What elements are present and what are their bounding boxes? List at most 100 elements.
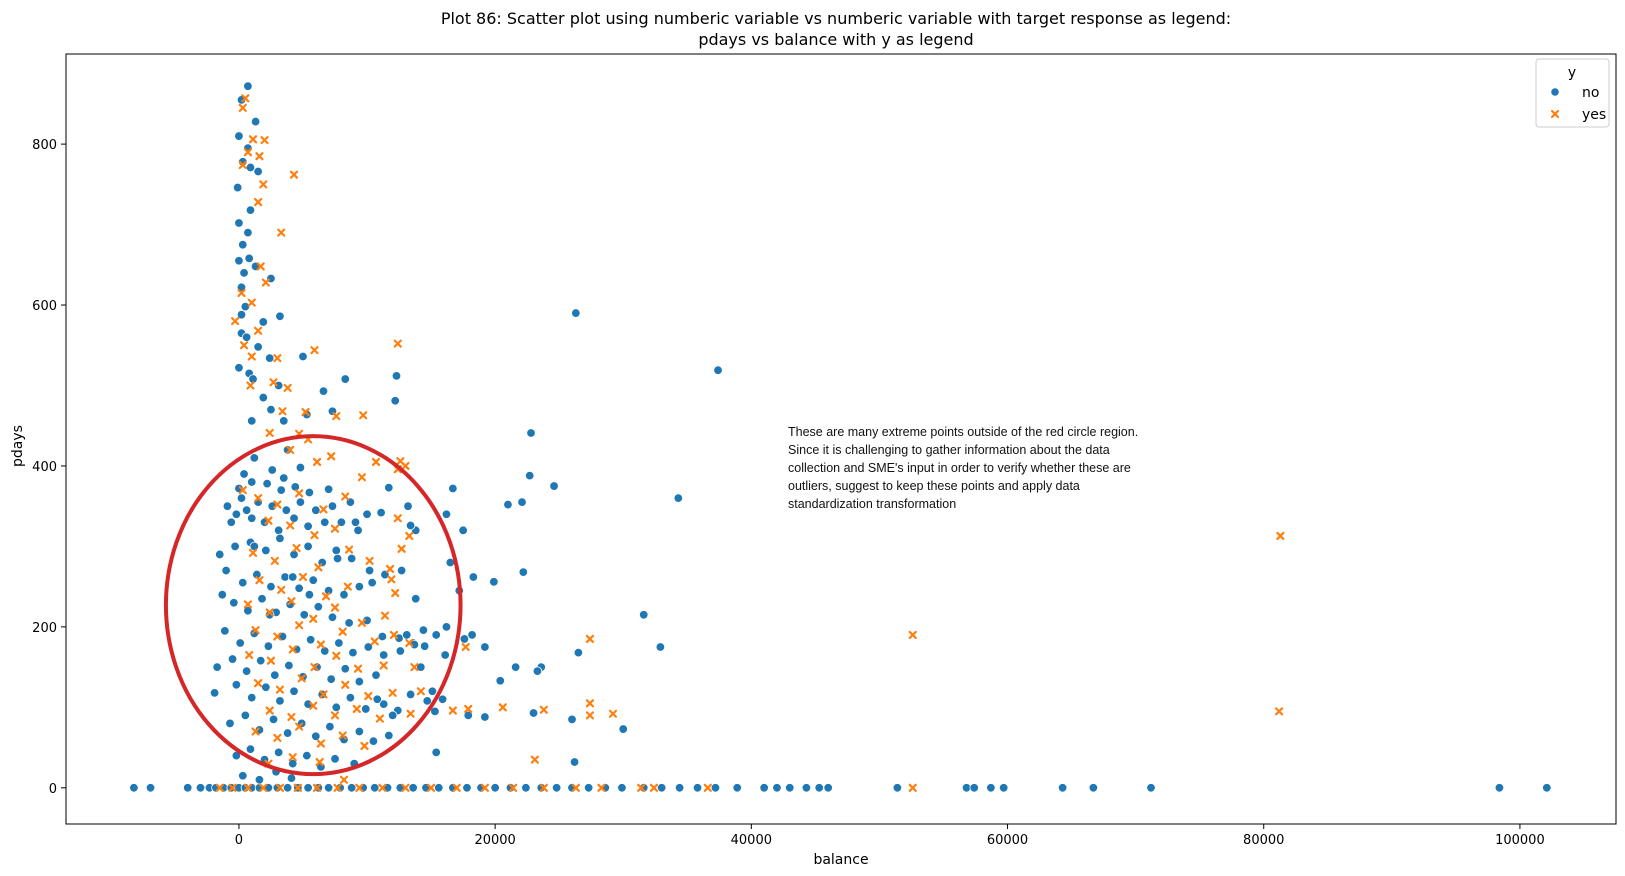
data-point-no xyxy=(372,694,382,704)
data-point-yes xyxy=(316,640,326,649)
data-point-yes xyxy=(273,354,282,363)
data-point-no xyxy=(402,630,412,640)
data-point-yes xyxy=(344,545,354,554)
data-point-no xyxy=(195,783,206,793)
data-point-no xyxy=(371,670,381,680)
data-point-no xyxy=(299,610,309,620)
data-point-no xyxy=(298,351,308,362)
data-point-no xyxy=(236,309,247,320)
y-axis-label: pdays xyxy=(10,425,26,467)
data-point-yes xyxy=(375,714,384,723)
data-point-no xyxy=(468,572,479,582)
data-point-no xyxy=(692,783,703,793)
data-point-yes xyxy=(379,661,388,670)
data-point-yes xyxy=(245,650,254,660)
data-point-yes xyxy=(259,180,268,189)
data-point-yes xyxy=(319,505,328,514)
data-point-no xyxy=(416,662,426,672)
data-point-no xyxy=(363,642,374,652)
data-point-yes xyxy=(278,407,287,416)
data-point-no xyxy=(289,513,299,523)
data-point-yes xyxy=(310,345,319,355)
x-tick-label: 0 xyxy=(235,833,243,848)
data-point-yes xyxy=(585,699,595,708)
data-point-yes xyxy=(286,445,295,454)
data-point-yes xyxy=(401,461,410,471)
data-point-no xyxy=(362,615,372,626)
data-point-yes xyxy=(298,572,308,582)
data-point-no xyxy=(517,497,527,507)
data-point-yes xyxy=(287,712,296,722)
data-point-no xyxy=(264,610,275,620)
data-point-no xyxy=(257,594,267,604)
data-point-yes xyxy=(355,783,364,792)
data-point-yes xyxy=(464,704,473,714)
data-point-no xyxy=(234,218,244,228)
plot-area-frame xyxy=(65,53,1617,825)
data-point-yes xyxy=(247,352,256,361)
data-point-yes xyxy=(357,618,367,627)
data-point-no xyxy=(284,660,294,671)
data-point-yes xyxy=(908,630,917,640)
data-point-yes xyxy=(371,457,381,467)
data-point-no xyxy=(801,783,812,793)
data-point-yes xyxy=(703,783,712,792)
data-point-no xyxy=(289,686,299,696)
data-point-no xyxy=(241,505,252,515)
x-tick-label: 60000 xyxy=(987,833,1028,848)
data-point-no xyxy=(674,783,685,793)
data-point-no xyxy=(222,501,233,511)
data-point-yes xyxy=(277,228,286,237)
data-point-no xyxy=(311,505,321,515)
data-point-no xyxy=(458,525,468,536)
data-point-yes xyxy=(364,691,373,701)
data-point-no xyxy=(270,670,280,680)
data-point-no xyxy=(295,462,306,473)
data-point-yes xyxy=(273,733,282,743)
legend-marker-yes xyxy=(1550,109,1560,119)
data-point-no xyxy=(411,594,421,604)
data-point-no xyxy=(273,525,284,536)
data-point-no xyxy=(225,718,235,729)
data-point-no xyxy=(302,750,312,761)
data-point-no xyxy=(282,728,293,738)
data-point-no xyxy=(258,317,268,327)
data-point-no xyxy=(528,708,539,718)
data-point-no xyxy=(290,482,300,492)
data-point-no xyxy=(346,783,357,793)
data-point-no xyxy=(261,682,271,692)
data-point-yes xyxy=(238,103,247,113)
data-point-yes xyxy=(461,642,470,652)
data-point-no xyxy=(238,239,248,250)
data-point-no xyxy=(212,662,222,672)
data-point-no xyxy=(226,517,236,527)
data-point-yes xyxy=(247,298,256,307)
data-point-no xyxy=(272,783,283,793)
data-point-no xyxy=(327,612,338,622)
data-point-yes xyxy=(498,703,507,712)
data-point-yes xyxy=(508,783,518,792)
data-point-yes xyxy=(239,341,249,350)
data-point-no xyxy=(238,771,248,781)
data-point-no xyxy=(378,650,389,660)
data-point-no xyxy=(304,487,315,498)
data-point-yes xyxy=(259,783,268,792)
data-point-yes xyxy=(352,704,361,714)
data-point-yes xyxy=(332,651,341,660)
data-point-yes xyxy=(310,531,319,540)
data-point-no xyxy=(273,747,284,758)
data-point-no xyxy=(378,699,389,709)
data-point-no xyxy=(245,205,256,215)
data-point-no xyxy=(308,575,318,585)
data-point-no xyxy=(311,731,321,741)
data-point-no xyxy=(617,783,627,793)
data-point-no xyxy=(448,483,458,494)
data-point-no xyxy=(266,581,276,592)
data-point-no xyxy=(759,783,769,793)
highlight-circle xyxy=(163,434,463,777)
data-point-no xyxy=(1542,783,1552,793)
data-point-yes xyxy=(341,680,350,689)
data-point-no xyxy=(334,638,344,648)
data-point-yes xyxy=(310,663,319,672)
data-point-no xyxy=(282,783,293,793)
